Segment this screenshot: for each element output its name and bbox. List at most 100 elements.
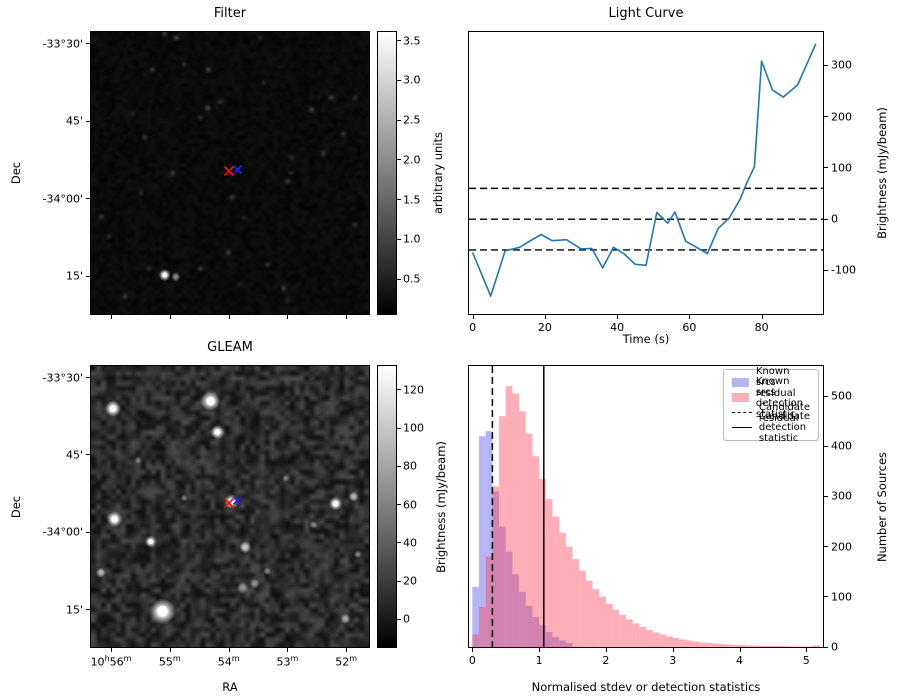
hist-bar [739,644,747,647]
hist-bar [492,491,500,647]
x-tick-label: 60 [682,321,697,334]
hist-bar [485,556,493,647]
x-tick [472,648,474,652]
colorbar-tick-label: 0.5 [403,272,421,286]
y-tick [824,646,828,648]
legend-patch-swatch [731,393,749,402]
hist-bar [499,526,506,647]
hist-bar [726,644,733,647]
hist-bar [812,645,820,647]
x-tick [761,315,763,319]
candidate-marker-blue [232,496,243,506]
colorbar-tick-label: 1.0 [403,232,421,246]
hist-bar [559,532,566,647]
colorbar-tick [397,427,401,429]
dec-tick-label: 15' [65,603,83,616]
dec-tick [86,43,90,45]
candidate-marker-red-stroke [224,165,235,177]
hist-bar [719,643,727,647]
hist-bar [692,641,700,647]
hist-bar [712,643,720,647]
hist-bar [732,644,740,647]
colorbar-tick [397,199,401,201]
y-tick [824,269,828,271]
colorbar-tick [397,238,401,240]
colorbar-tick-label: 100 [403,421,424,435]
colorbar-tick [397,542,401,544]
dec-tick-label: -34°00' [42,525,84,539]
x-tick-label: 4 [736,654,743,667]
gleam-ylabel: Dec [9,495,23,518]
hist-bar [585,580,593,647]
y-tick-label: 0 [831,640,838,654]
hist-bar [505,551,513,647]
colorbar-tick-label: 1.5 [403,193,421,207]
x-tick-label: 20 [537,321,552,334]
hist-bar [492,486,500,647]
x-tick [544,315,546,319]
x-tick-label: 80 [754,321,769,334]
hist-bar [519,411,526,647]
colorbar-tick-label: 80 [403,459,417,473]
lightcurve-line [471,43,817,297]
gleam-title: GLEAM [207,340,253,355]
hist-bar [612,609,620,647]
legend-item: Candidate detection statistic [731,411,810,444]
dec-tick-label: -33°30' [42,37,84,51]
x-tick [689,315,691,319]
candidate-marker-red [223,497,235,508]
y-tick-label: 300 [831,58,852,72]
x-tick-label: 5 [802,654,810,667]
hist-bar [525,433,533,647]
legend-dashed-line-swatch [731,412,752,413]
colorbar-tick-label: 60 [403,498,417,512]
histogram-plot [472,366,820,647]
y-tick [824,64,828,66]
hist-bar [806,646,813,647]
hist-bar [605,603,613,647]
hist-bar [505,386,513,647]
colorbar-tick-label: 2.0 [403,153,421,167]
hist-bar [592,589,600,647]
x-tick [539,648,541,652]
hist-bar [792,646,800,647]
x-tick-label: 40 [610,321,625,334]
ra-tick-label: 52m [335,654,358,669]
colorbar-tick [397,159,401,161]
hist-bar [532,616,540,647]
candidate-marker-red [224,165,235,177]
y-tick-label: 500 [831,389,852,403]
x-tick-label: 3 [669,654,677,667]
ra-tick [111,648,112,652]
dec-tick [86,454,90,456]
ra-tick-label: 55m [158,654,181,669]
lightcurve-xlabel: Time (s) [622,332,670,346]
hist-bar [499,416,506,647]
hist-bar [552,516,560,647]
y-tick-label: -100 [831,263,856,277]
dec-tick [86,198,90,200]
legend-label: Known srcs residual [755,366,796,399]
hist-bar [545,631,553,647]
hist-bar [706,642,713,647]
ra-tick [287,315,289,319]
filter-title: Filter [213,6,247,21]
colorbar-tick-label: 40 [403,536,417,550]
hist-bar [679,639,687,647]
lightcurve-title: Light Curve [608,6,684,21]
legend-label: Candidate detection statistic [758,411,810,444]
x-tick [806,648,808,652]
hist-bar [639,626,646,647]
dec-tick-label: 45' [65,448,83,462]
hist-bar [666,636,673,647]
ra-tick [169,648,171,652]
candidate-marker-red-stroke [223,497,235,508]
gleam-colorbar [377,365,397,648]
dec-tick-label: -34°00' [42,192,84,206]
hist-bar [519,591,526,647]
hist-bar [672,637,680,647]
gleam-xlabel: RA [222,680,238,694]
hist-bar [752,645,760,647]
ra-tick [346,315,348,319]
hist-bar [599,596,606,647]
